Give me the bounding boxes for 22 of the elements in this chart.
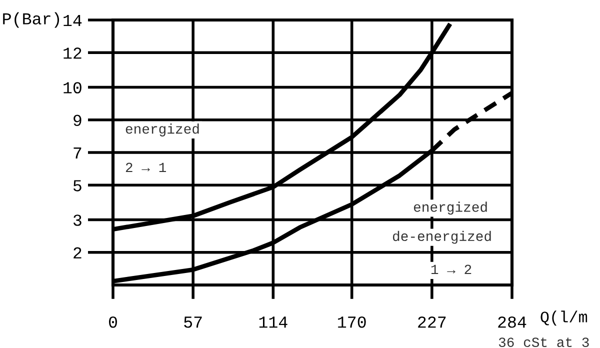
annotation: energized [414, 202, 487, 215]
x-tick-label: 57 [184, 316, 202, 328]
y-tick-label: 14 [64, 15, 82, 26]
y-tick-label: 7 [74, 148, 82, 159]
x-tick-label: 227 [418, 316, 446, 328]
x-tick-label: 114 [259, 316, 288, 328]
y-tick-label: 2 [74, 247, 82, 258]
x-tick-label: 170 [338, 316, 366, 328]
y-tick-label: 10 [64, 82, 82, 94]
annotation: energized [126, 124, 199, 136]
y-tick-label: 9 [74, 114, 82, 126]
y-tick-label: 5 [73, 180, 82, 192]
y-axis-title: P(Bar) [3, 12, 60, 28]
annotation: 2 → 1 [126, 162, 166, 172]
annotation: 1 → 2 [431, 264, 472, 274]
x-tick-label: 0 [109, 316, 117, 328]
y-tick-label: 12 [64, 48, 82, 59]
x-tick-label: 284 [498, 316, 526, 328]
annotation: de-energized [392, 230, 491, 244]
x-axis-title: Q(l/m [540, 310, 588, 326]
y-tick-label: 3 [73, 214, 82, 226]
text: 36 cSt at 3 [498, 338, 589, 348]
